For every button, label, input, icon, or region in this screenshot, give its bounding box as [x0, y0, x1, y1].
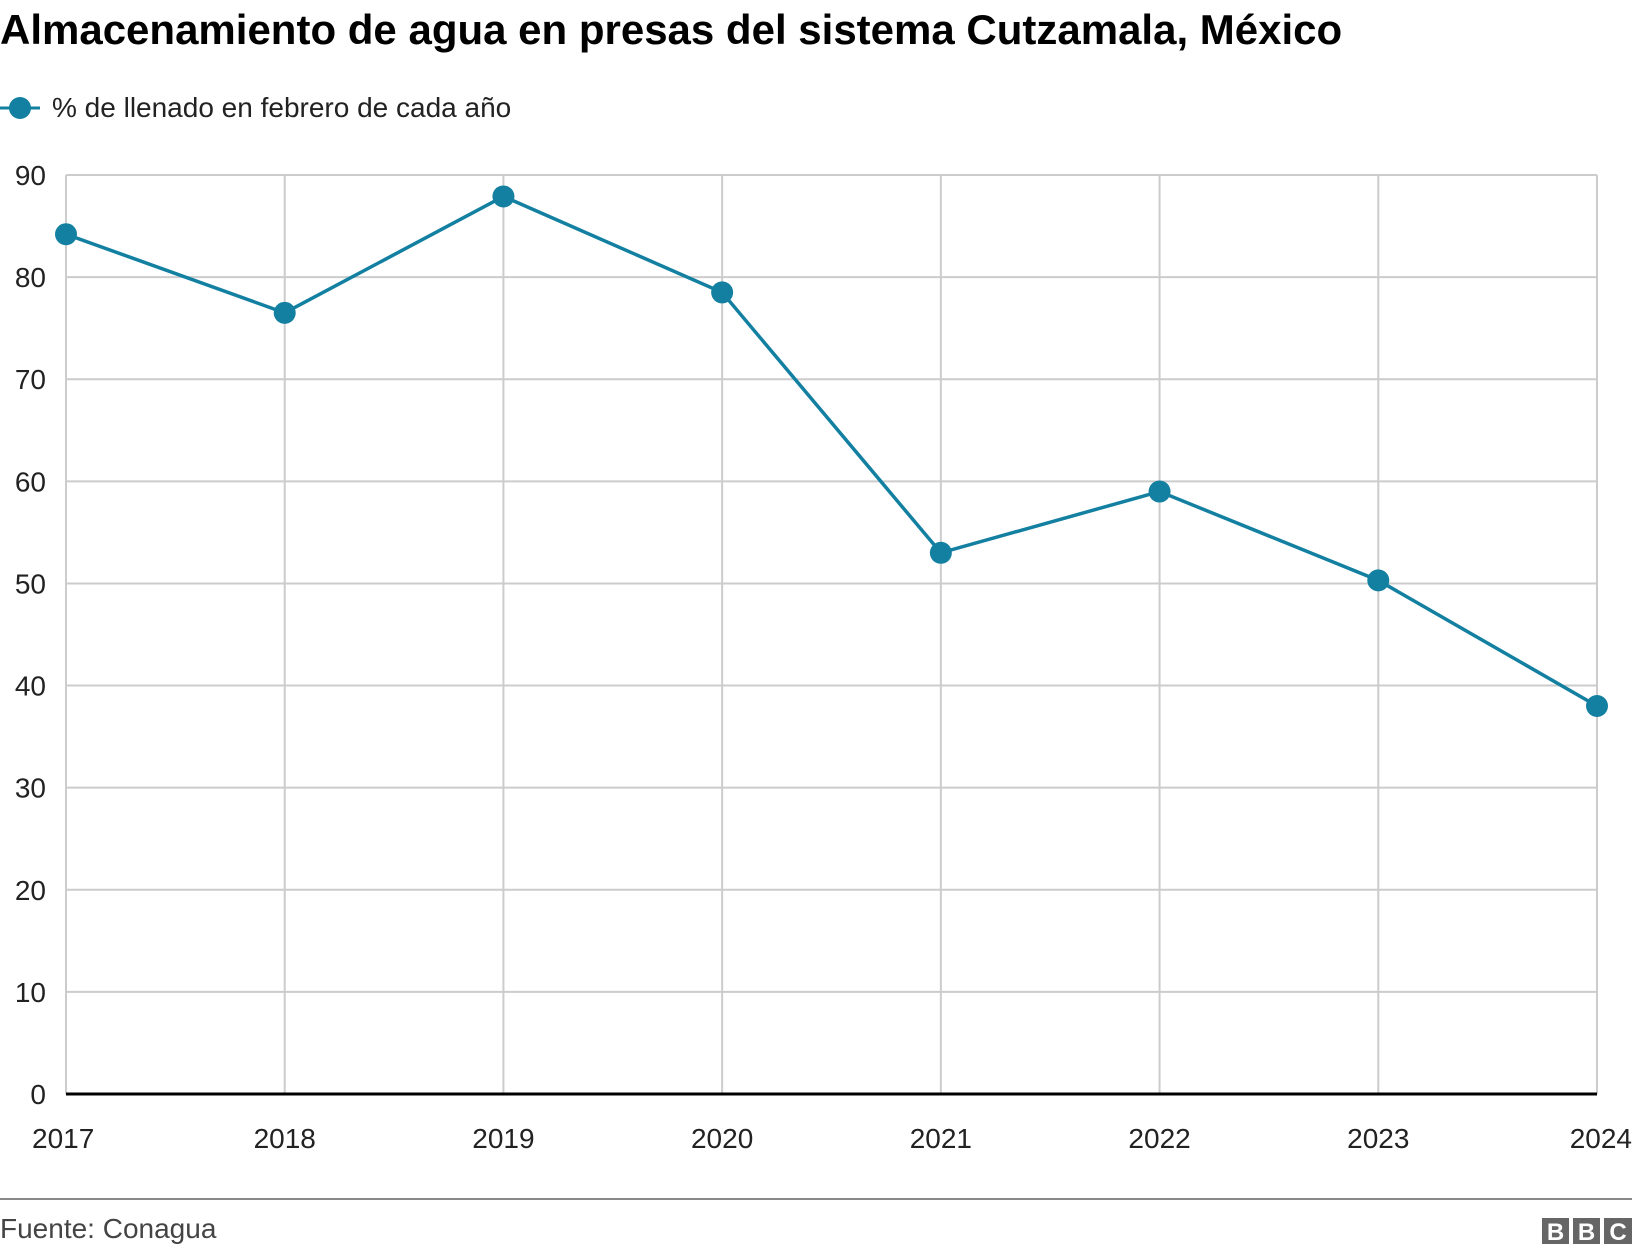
y-axis: 0 10 20 30 40 50 60 70 80 90 — [15, 160, 46, 1110]
legend: % de llenado en febrero de cada año — [0, 92, 511, 123]
x-tick-label: 2024 — [1570, 1123, 1632, 1154]
x-tick-label: 2023 — [1347, 1123, 1409, 1154]
y-tick-label: 40 — [15, 671, 46, 702]
data-point — [1586, 694, 1608, 717]
x-tick-label: 2020 — [691, 1123, 753, 1154]
x-tick-label: 2017 — [32, 1123, 94, 1154]
y-tick-label: 20 — [15, 875, 46, 906]
data-point — [492, 185, 515, 208]
legend-marker — [9, 97, 31, 119]
y-tick-label: 90 — [15, 160, 46, 191]
chart-title: Almacenamiento de agua en presas del sis… — [0, 6, 1342, 53]
x-tick-label: 2021 — [910, 1123, 972, 1154]
svg-text:C: C — [1609, 1219, 1626, 1246]
data-point — [1148, 480, 1171, 503]
data-point — [1367, 569, 1390, 592]
y-tick-label: 30 — [15, 773, 46, 804]
x-axis: 2017 2018 2019 2020 2021 2022 2023 2024 — [32, 1123, 1632, 1154]
svg-text:B: B — [1547, 1219, 1564, 1246]
legend-label: % de llenado en febrero de cada año — [52, 92, 511, 123]
y-tick-label: 80 — [15, 262, 46, 293]
x-tick-label: 2018 — [254, 1123, 316, 1154]
data-point — [711, 281, 734, 304]
source-note: Fuente: Conagua — [0, 1213, 217, 1244]
y-tick-label: 0 — [30, 1079, 46, 1110]
y-tick-label: 50 — [15, 568, 46, 599]
series-line — [65, 194, 1598, 708]
data-point — [929, 541, 952, 564]
x-tick-label: 2022 — [1128, 1123, 1190, 1154]
y-tick-label: 70 — [15, 364, 46, 395]
grid — [65, 174, 1598, 1095]
data-point — [55, 223, 77, 246]
bbc-logo: B B C — [1542, 1218, 1632, 1246]
svg-text:B: B — [1578, 1219, 1595, 1246]
x-tick-label: 2019 — [472, 1123, 534, 1154]
series — [55, 185, 1608, 717]
y-tick-label: 10 — [15, 977, 46, 1008]
data-point — [273, 301, 296, 324]
y-tick-label: 60 — [15, 466, 46, 497]
